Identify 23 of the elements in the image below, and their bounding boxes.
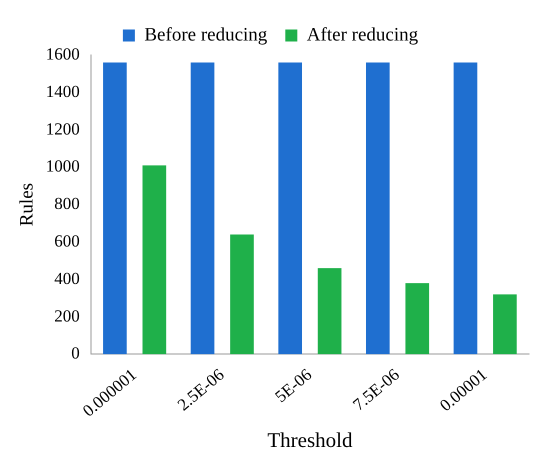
y-tick-label: 800 [54,194,80,214]
y-tick-label: 1200 [46,119,80,138]
y-tick-label: 600 [54,231,80,250]
y-tick-label: 1600 [46,44,80,64]
x-axis-title: Threshold [267,428,353,452]
bar [142,165,166,354]
bar [366,62,390,354]
y-tick-label: 0 [71,344,80,363]
legend-label: After reducing [306,24,419,46]
y-tick-label: 1000 [46,156,80,176]
legend-label: Before reducing [144,24,268,46]
bar [318,268,342,354]
y-axis-title: Rules [16,182,38,226]
bar [103,62,127,354]
bar [454,62,478,354]
bar [230,234,254,354]
y-tick-label: 200 [54,306,80,326]
bar [405,283,430,354]
y-tick-label: 400 [54,268,80,288]
bar [190,62,214,354]
y-tick-label: 1400 [46,82,80,101]
bar [493,294,517,354]
bar [278,62,302,354]
